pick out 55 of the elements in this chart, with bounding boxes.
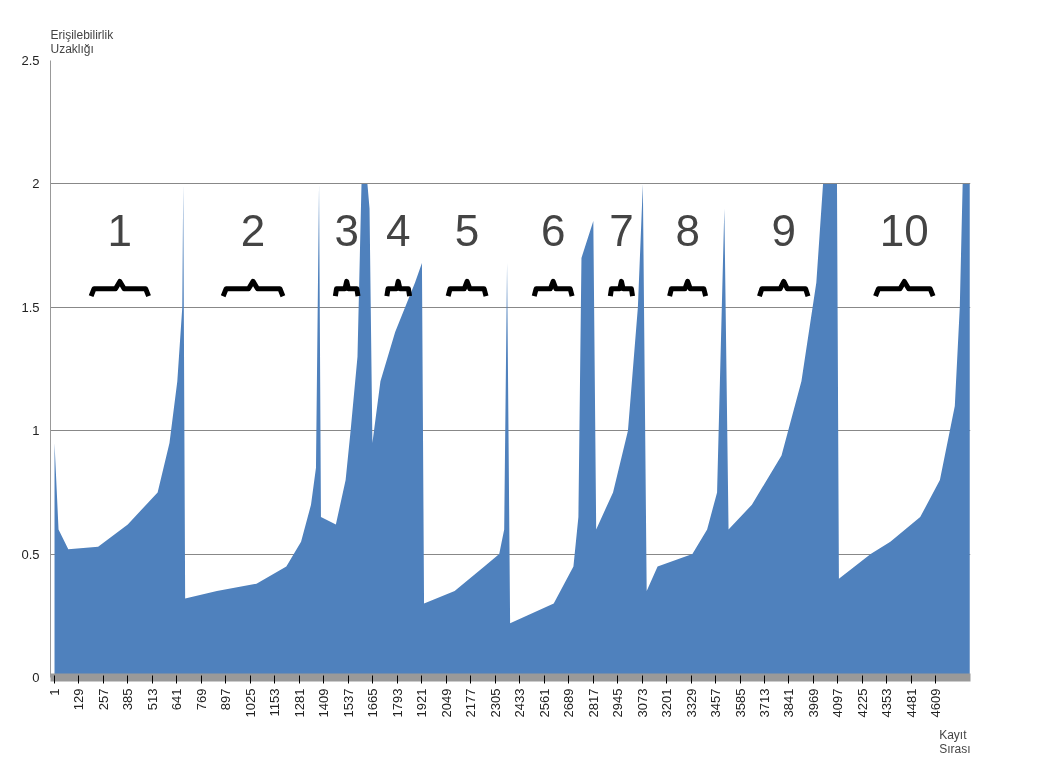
x-tick-label: 897 [218, 688, 234, 711]
x-tick-label: 3201 [659, 688, 675, 718]
x-tick-label: 2945 [610, 688, 626, 718]
x-tick-label: 4481 [903, 688, 919, 718]
x-tick-label: 2177 [463, 688, 479, 718]
x-tick-label: 2817 [585, 688, 601, 718]
x-tick-label: 3713 [757, 688, 772, 718]
x-tick-label: 2049 [438, 688, 454, 718]
y-tick-label: 1 [32, 423, 40, 439]
x-tick-label: 641 [169, 688, 185, 711]
x-tick-label: 1921 [414, 688, 430, 718]
x-tick-label: 1409 [316, 688, 332, 718]
y-tick-label: 0.5 [21, 546, 40, 562]
x-tick-label: 2561 [536, 688, 552, 718]
y-tick-label: 2 [32, 176, 40, 192]
annotation: 7 [609, 205, 634, 255]
x-tick-label: 3969 [805, 688, 821, 718]
x-tick-label: 4225 [854, 688, 870, 718]
x-tick-label: 1281 [291, 688, 307, 718]
annotation: 5 [454, 205, 480, 255]
annotation: 6 [540, 205, 566, 255]
annotation: 2 [240, 205, 266, 255]
x-tick-label: 1 [47, 688, 63, 696]
annotation: 10 [879, 205, 929, 255]
x-tick-label: 4353 [879, 688, 895, 718]
x-tick-label: 3585 [732, 688, 748, 718]
x-tick-label: 1793 [389, 688, 405, 718]
x-tick-label: 257 [95, 688, 111, 711]
annotation: 9 [771, 205, 796, 255]
annotation: 3 [334, 205, 359, 255]
annotation: 8 [675, 205, 700, 255]
y-axis-title: Erişilebilirlik Uzaklığı [50, 27, 115, 56]
x-tick-label: 4097 [830, 688, 846, 718]
x-tick-label: 2689 [561, 688, 577, 718]
y-tick-label: 2.5 [21, 53, 40, 68]
x-tick-label: 1153 [267, 688, 283, 717]
x-axis-title: Kayıt Sırası [939, 727, 971, 756]
x-tick-label: 385 [120, 688, 136, 711]
annotation: 4 [385, 205, 411, 255]
x-tick-label: 513 [144, 688, 160, 711]
annotation: 1 [107, 205, 133, 255]
x-tick-label: 3841 [781, 688, 797, 718]
x-tick-label: 1025 [242, 688, 258, 718]
y-tick-label: 1.5 [21, 299, 40, 315]
x-tick-label: 2305 [487, 688, 503, 718]
x-tick-label: 2433 [512, 688, 528, 718]
x-tick-label: 769 [193, 688, 209, 711]
x-tick-label: 1537 [340, 688, 356, 718]
x-tick-label: 3457 [708, 688, 724, 718]
x-tick-label: 3329 [683, 688, 699, 718]
y-tick-label: 0 [32, 670, 40, 685]
x-tick-label: 1665 [365, 688, 381, 718]
x-tick-label: 3073 [634, 688, 650, 718]
x-tick-label: 4609 [928, 688, 944, 718]
x-tick-label: 129 [71, 688, 87, 711]
